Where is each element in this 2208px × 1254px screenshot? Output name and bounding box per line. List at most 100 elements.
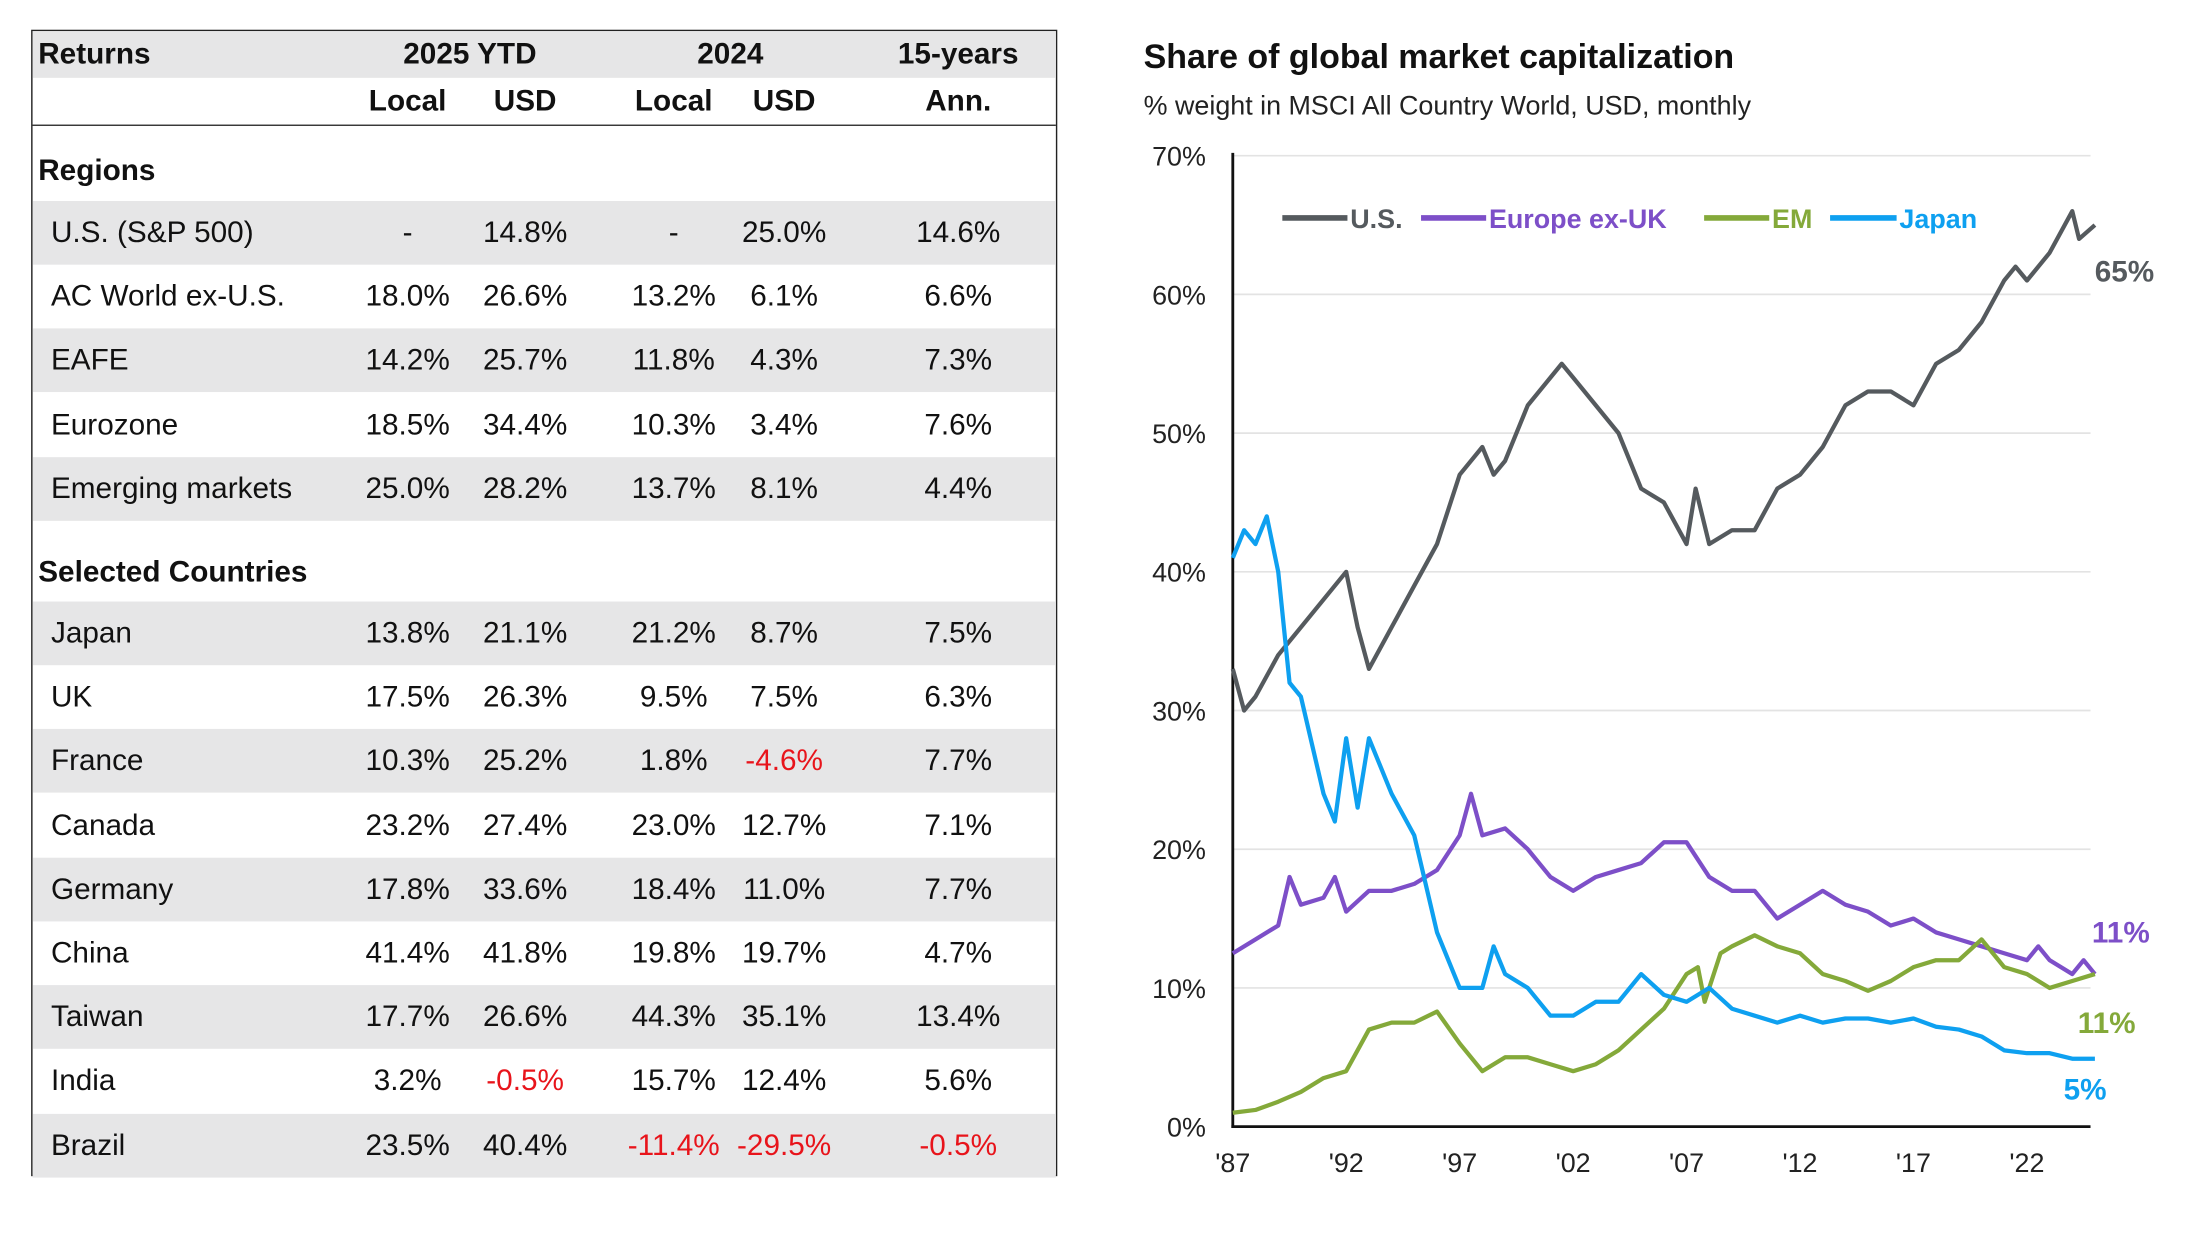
end-value-label: 65% xyxy=(2095,256,2154,289)
cell-value: 7.7% xyxy=(924,873,993,906)
table-row: Brazil 23.5% 40.4% -11.4% -29.5% -0.5% xyxy=(32,1113,1056,1178)
row-label: China xyxy=(50,936,129,970)
cell-value: 5.6% xyxy=(924,1064,993,1098)
y-tick-label: 40% xyxy=(1152,558,1206,588)
row-label: Emerging markets xyxy=(50,472,293,506)
row-label: Japan xyxy=(50,617,132,650)
cell-value: -0.5% xyxy=(919,1128,998,1162)
cell-value: 40.4% xyxy=(482,1128,568,1162)
table-row: China 41.4% 41.8% 19.8% 19.7% 4.7% xyxy=(33,921,1056,985)
cell-value: 8.7% xyxy=(750,617,819,650)
table-row: Eurozone 18.5% 34.4% 10.3% 3.4% 7.6% xyxy=(33,393,1056,457)
cell-value: 35.1% xyxy=(741,1000,827,1034)
table-subheader-row: Local USD Local USD Ann. xyxy=(32,78,1056,126)
cell-value: 3.4% xyxy=(750,408,819,442)
series-line-u-s- xyxy=(1230,209,2097,713)
cell-value: 13.4% xyxy=(916,1000,1001,1034)
cell-value: 7.6% xyxy=(924,408,993,442)
header-2024-usd: USD xyxy=(752,84,816,118)
cell-value: 10.3% xyxy=(631,408,716,442)
cell-value: 23.2% xyxy=(365,809,450,842)
cell-value: 4.7% xyxy=(924,936,993,970)
chart-subtitle: % weight in MSCI All Country World, USD,… xyxy=(1144,91,1752,121)
x-tick-label: '17 xyxy=(1896,1148,1931,1178)
row-label: EAFE xyxy=(50,344,129,378)
x-tick-label: '12 xyxy=(1782,1148,1817,1178)
cell-value: 33.6% xyxy=(482,873,568,906)
cell-value: -0.5% xyxy=(486,1064,564,1098)
header-annualized: Ann. xyxy=(925,84,992,118)
cell-value: 25.2% xyxy=(482,745,568,778)
cell-value: 34.4% xyxy=(482,408,568,442)
row-label: AC World ex-U.S. xyxy=(50,280,285,314)
cell-value: 41.8% xyxy=(482,936,568,970)
cell-value: 44.3% xyxy=(631,1000,716,1034)
cell-value: 7.3% xyxy=(924,344,993,378)
returns-table: Returns 2025 YTD 2024 15-years Local USD… xyxy=(31,29,1058,1178)
cell-value: 19.7% xyxy=(741,936,827,970)
cell-value: 6.1% xyxy=(750,280,819,314)
table-row: Taiwan 17.7% 26.6% 44.3% 35.1% 13.4% xyxy=(32,985,1056,1050)
cell-value: 10.3% xyxy=(365,745,450,778)
row-label: Brazil xyxy=(50,1128,126,1162)
x-tick-label: '22 xyxy=(2009,1148,2044,1178)
header-2025-ytd: 2025 YTD xyxy=(403,38,537,71)
header-ytd-usd: USD xyxy=(493,84,557,118)
cell-value: 3.2% xyxy=(373,1064,442,1098)
cell-value: 7.5% xyxy=(750,681,819,714)
table-row: India 3.2% -0.5% 15.7% 12.4% 5.6% xyxy=(33,1049,1056,1113)
row-label: Germany xyxy=(50,873,174,906)
x-tick-label: '97 xyxy=(1442,1148,1477,1178)
row-label: UK xyxy=(50,681,93,714)
header-15-years: 15-years xyxy=(897,38,1019,71)
table-row: Emerging markets 25.0% 28.2% 13.7% 8.1% 4.4% xyxy=(32,456,1056,521)
cell-value: 13.7% xyxy=(631,472,716,506)
y-tick-label: 30% xyxy=(1152,696,1206,726)
cell-value: 14.6% xyxy=(916,216,1001,250)
y-tick-label: 20% xyxy=(1152,835,1206,865)
cell-value: 14.8% xyxy=(482,216,568,250)
row-label: India xyxy=(50,1064,116,1098)
table-row: Japan 13.8% 21.1% 21.2% 8.7% 7.5% xyxy=(32,601,1056,666)
cell-value: 25.7% xyxy=(482,344,568,378)
cell-value: 26.6% xyxy=(482,280,568,314)
y-tick-label: 70% xyxy=(1152,142,1206,172)
legend-label: Europe ex-UK xyxy=(1489,204,1667,234)
x-tick-label: '07 xyxy=(1669,1148,1704,1178)
cell-value: 12.7% xyxy=(741,809,827,842)
cell-value: 26.6% xyxy=(482,1000,568,1034)
cell-value: 8.1% xyxy=(750,472,819,506)
cell-value: 11.0% xyxy=(743,873,826,906)
cell-value: 11.8% xyxy=(632,344,715,378)
cell-value: 17.5% xyxy=(365,681,450,714)
cell-value: -29.5% xyxy=(737,1128,832,1162)
legend-label: U.S. xyxy=(1350,204,1402,234)
cell-value: 41.4% xyxy=(365,936,450,970)
table-row: France 10.3% 25.2% 1.8% -4.6% 7.7% xyxy=(32,729,1056,794)
cell-value: 4.3% xyxy=(750,344,819,378)
y-tick-label: 0% xyxy=(1167,1113,1206,1143)
row-label: Eurozone xyxy=(50,408,179,442)
row-label: Taiwan xyxy=(50,1000,144,1034)
cell-value: 7.5% xyxy=(924,617,993,650)
cell-value: 6.6% xyxy=(924,280,993,314)
end-value-label: 11% xyxy=(2078,1007,2136,1040)
series-line-japan xyxy=(1230,514,2095,1061)
table-row: EAFE 14.2% 25.7% 11.8% 4.3% 7.3% xyxy=(32,328,1056,393)
series-line-europe-ex-uk xyxy=(1231,791,2097,977)
table-header-row: Returns 2025 YTD 2024 15-years xyxy=(32,31,1056,78)
cell-value: 17.7% xyxy=(365,1000,450,1034)
legend-label: Japan xyxy=(1899,204,1977,234)
cell-value: 17.8% xyxy=(365,873,450,906)
header-returns: Returns xyxy=(38,38,151,71)
y-tick-label: 60% xyxy=(1152,280,1206,310)
cell-value: 14.2% xyxy=(365,344,450,378)
table-row: U.S. (S&P 500) - 14.8% - 25.0% 14.6% xyxy=(32,200,1056,265)
row-label: U.S. (S&P 500) xyxy=(50,216,254,250)
cell-value: 19.8% xyxy=(631,936,716,970)
legend-label: EM xyxy=(1772,204,1812,234)
cell-value: 13.8% xyxy=(365,617,450,650)
cell-value: 26.3% xyxy=(482,681,568,714)
